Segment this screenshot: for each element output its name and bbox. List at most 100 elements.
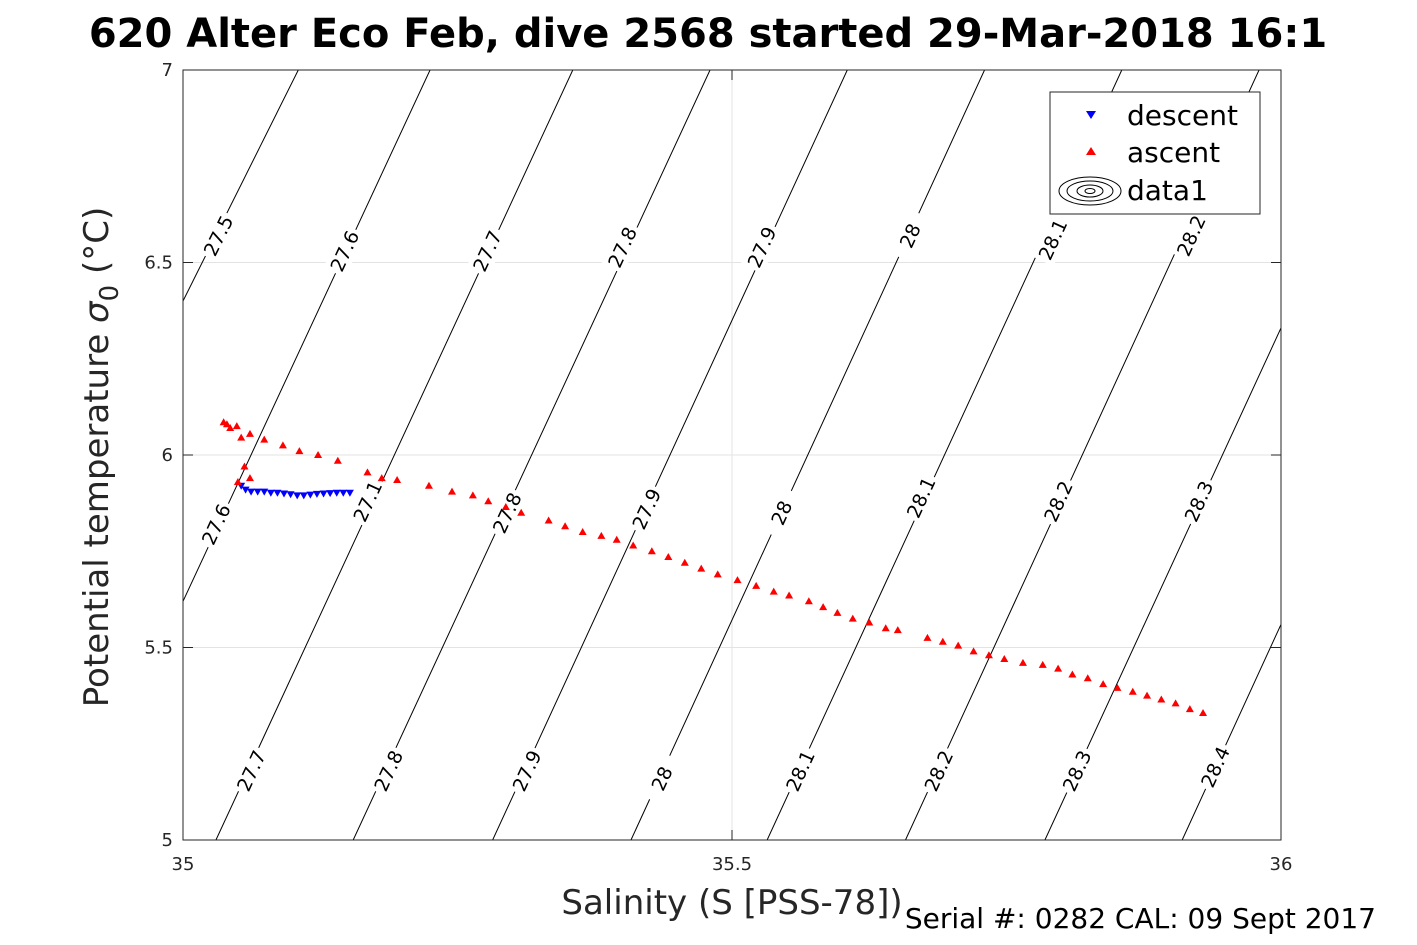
descent-point [253, 488, 262, 496]
y-tick-label: 5.5 [144, 638, 173, 659]
ascent-point [484, 497, 493, 505]
ascent-point [984, 651, 993, 659]
ascent-point [1157, 695, 1166, 703]
contour-label-gap [779, 743, 822, 798]
y-tick-label: 6.5 [144, 253, 173, 274]
y-axis-label-sigma: σ [77, 300, 117, 323]
ascent-point [954, 641, 963, 649]
ascent-point [333, 456, 342, 464]
ascent-point [1171, 699, 1180, 707]
ascent-point [544, 516, 553, 524]
contour-line-28 [630, 70, 985, 840]
descent-point [326, 490, 335, 498]
contour-label-gap [505, 743, 548, 798]
ascent-point [1054, 664, 1063, 672]
x-tick-label: 35.5 [712, 854, 752, 875]
x-axis-label: Salinity (S [PSS-78]) [561, 883, 902, 923]
ascent-point [424, 481, 433, 489]
descent-point [299, 492, 308, 500]
legend-marker-data1 [1058, 176, 1122, 206]
legend-marker-ascent [1086, 147, 1096, 155]
legend-label-data1: data1 [1127, 174, 1208, 207]
descent-point [260, 488, 269, 496]
ascent-point [865, 618, 874, 626]
ascent-point [833, 608, 842, 616]
ascent-point [629, 541, 638, 549]
ascent-point [232, 422, 241, 430]
ascent-point [240, 462, 249, 470]
ascent-point [785, 591, 794, 599]
ascent-point [733, 576, 742, 584]
ascent-point [226, 424, 235, 432]
descent-point [345, 489, 354, 497]
ascent-point [1038, 660, 1047, 668]
legend-box [1049, 91, 1261, 215]
ascent-point [245, 474, 254, 482]
ascent-point [647, 547, 656, 555]
contour-label-gap [230, 743, 273, 798]
ascent-point [517, 508, 526, 516]
contour-label-gap [640, 751, 683, 806]
ascent-point [448, 487, 457, 495]
y-axis-label-main: Potential temperature [77, 323, 117, 707]
ascent-point [804, 597, 813, 605]
contour-label-gap [1037, 474, 1080, 529]
descent-point [306, 491, 315, 499]
ascent-point [245, 429, 254, 437]
ascent-point [1128, 687, 1137, 695]
legend-label-ascent: ascent [1127, 136, 1220, 169]
legend-marker-descent [1086, 111, 1096, 119]
ascent-point [848, 614, 857, 622]
ascent-point [578, 528, 587, 535]
ascent-point [893, 626, 902, 634]
contour-label-gap [485, 485, 528, 540]
descent-point [332, 489, 341, 497]
ascent-point [278, 441, 287, 449]
contour-label-gap [196, 208, 240, 263]
ascent-point [314, 451, 323, 458]
contour-label-gap [346, 474, 389, 529]
contour-label-gap [1031, 212, 1074, 267]
descent-point [312, 490, 321, 498]
contour-label-gap [625, 482, 668, 536]
descent-point [319, 490, 328, 498]
legend-contour-ring-outer [1058, 176, 1122, 206]
ascent-point [752, 581, 761, 589]
contour-line-28-4 [1181, 624, 1281, 840]
y-axis-label: Potential temperature σ0 (°C) [77, 207, 125, 707]
y-axis-label-unit: (°C) [77, 207, 117, 285]
ascent-point [697, 564, 706, 572]
ascent-point [1185, 705, 1194, 713]
legend-contour-ring-inner [1076, 184, 1104, 198]
x-tick-label: 35 [172, 854, 195, 875]
ascent-point [295, 447, 304, 455]
contour-label-gap [1177, 474, 1220, 529]
serial-calibration-footer: Serial #: 0282 CAL: 09 Sept 2017 [905, 902, 1376, 935]
descent-point [280, 490, 289, 498]
descent-point [273, 489, 282, 497]
ascent-point [923, 633, 932, 641]
ascent-point [222, 420, 231, 428]
ascent-point [1199, 708, 1208, 716]
contour-label: 28.2 [917, 743, 960, 798]
ascent-point [1113, 683, 1122, 691]
contour-label-gap [601, 220, 644, 274]
contour-label-gap [1055, 743, 1098, 798]
ascent-point [363, 468, 372, 476]
ascent-point [468, 491, 477, 499]
contour-label-gap [760, 485, 803, 540]
descent-point [266, 489, 275, 497]
ascent-point [501, 502, 510, 510]
data-markers [219, 418, 1208, 716]
y-tick-label: 7 [162, 60, 173, 81]
ascent-point [664, 553, 673, 561]
legend: descent ascent data1 [1049, 91, 1261, 215]
descent-point [286, 491, 295, 499]
legend-contour-ring-middle [1066, 180, 1114, 202]
ascent-point [819, 603, 828, 611]
ascent-point [393, 476, 402, 484]
descent-point [293, 492, 302, 500]
y-tick-label: 6 [162, 445, 173, 466]
ascent-point [680, 558, 689, 566]
